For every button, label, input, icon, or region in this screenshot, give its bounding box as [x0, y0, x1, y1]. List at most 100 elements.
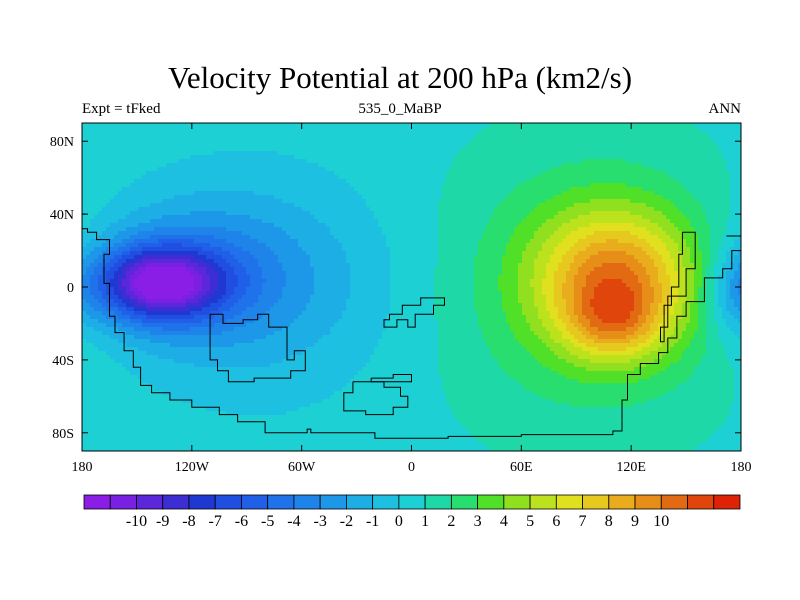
- field-cell: [162, 419, 167, 424]
- field-cell: [118, 203, 123, 208]
- field-cell: [210, 255, 215, 260]
- field-cell: [254, 171, 259, 176]
- field-cell: [98, 227, 103, 232]
- field-cell: [246, 403, 251, 408]
- field-cell: [190, 407, 195, 412]
- field-cell: [86, 295, 91, 300]
- field-cell: [162, 183, 167, 188]
- field-cell: [266, 151, 271, 156]
- field-cell: [262, 127, 267, 132]
- field-cell: [210, 419, 215, 424]
- field-cell: [86, 195, 91, 200]
- field-cell: [182, 327, 187, 332]
- field-cell: [174, 267, 179, 272]
- field-cell: [98, 327, 103, 332]
- field-cell: [270, 403, 275, 408]
- field-cell: [210, 375, 215, 380]
- field-cell: [294, 331, 299, 336]
- field-cell: [82, 443, 87, 448]
- field-cell: [134, 303, 139, 308]
- field-cell: [190, 195, 195, 200]
- field-cell: [158, 291, 163, 296]
- field-cell: [118, 335, 123, 340]
- field-cell: [218, 447, 223, 451]
- field-cell: [86, 259, 91, 264]
- field-cell: [110, 151, 115, 156]
- field-cell: [234, 431, 239, 436]
- field-cell: [306, 431, 311, 436]
- field-cell: [166, 327, 171, 332]
- field-cell: [146, 127, 151, 132]
- field-cell: [222, 383, 227, 388]
- field-cell: [178, 195, 183, 200]
- field-cell: [270, 299, 275, 304]
- field-cell: [214, 355, 219, 360]
- field-cell: [198, 183, 203, 188]
- field-cell: [214, 143, 219, 148]
- field-cell: [226, 259, 231, 264]
- field-cell: [234, 199, 239, 204]
- case-label: 535_0_MaBP: [358, 101, 442, 117]
- field-cell: [218, 335, 223, 340]
- field-cell: [154, 403, 159, 408]
- field-cell: [238, 147, 243, 152]
- field-cell: [126, 259, 131, 264]
- field-cell: [122, 359, 127, 364]
- field-cell: [322, 207, 327, 212]
- field-cell: [102, 179, 107, 184]
- field-cell: [306, 227, 311, 232]
- field-cell: [254, 123, 259, 128]
- field-cell: [290, 159, 295, 164]
- field-cell: [310, 363, 315, 368]
- field-cell: [222, 127, 227, 132]
- field-cell: [230, 139, 235, 144]
- field-cell: [154, 131, 159, 136]
- field-cell: [174, 167, 179, 172]
- field-cell: [122, 255, 127, 260]
- field-cell: [182, 123, 187, 128]
- field-cell: [318, 435, 323, 440]
- field-cell: [86, 371, 91, 376]
- field-cell: [102, 347, 107, 352]
- field-cell: [110, 215, 115, 220]
- field-cell: [182, 135, 187, 140]
- field-cell: [202, 235, 207, 240]
- field-cell: [106, 295, 111, 300]
- field-cell: [190, 351, 195, 356]
- field-cell: [170, 159, 175, 164]
- field-cell: [106, 359, 111, 364]
- field-cell: [162, 335, 167, 340]
- field-cell: [186, 283, 191, 288]
- field-cell: [114, 403, 119, 408]
- field-cell: [230, 283, 235, 288]
- field-cell: [86, 299, 91, 304]
- field-cell: [262, 307, 267, 312]
- field-cell: [286, 251, 291, 256]
- field-cell: [170, 295, 175, 300]
- field-cell: [90, 183, 95, 188]
- field-cell: [122, 195, 127, 200]
- field-cell: [234, 243, 239, 248]
- field-cell: [290, 195, 295, 200]
- field-cell: [126, 343, 131, 348]
- field-cell: [178, 239, 183, 244]
- field-cell: [178, 355, 183, 360]
- field-cell: [198, 267, 203, 272]
- field-cell: [246, 383, 251, 388]
- field-cell: [178, 219, 183, 224]
- field-cell: [154, 351, 159, 356]
- field-cell: [126, 359, 131, 364]
- field-cell: [158, 343, 163, 348]
- field-cell: [314, 155, 319, 160]
- field-cell: [274, 347, 279, 352]
- field-cell: [214, 431, 219, 436]
- field-cell: [238, 327, 243, 332]
- field-cell: [258, 215, 263, 220]
- field-cell: [286, 263, 291, 268]
- field-cell: [154, 307, 159, 312]
- field-cell: [266, 163, 271, 168]
- field-cell: [258, 195, 263, 200]
- field-cell: [182, 211, 187, 216]
- field-cell: [266, 259, 271, 264]
- field-cell: [298, 443, 303, 448]
